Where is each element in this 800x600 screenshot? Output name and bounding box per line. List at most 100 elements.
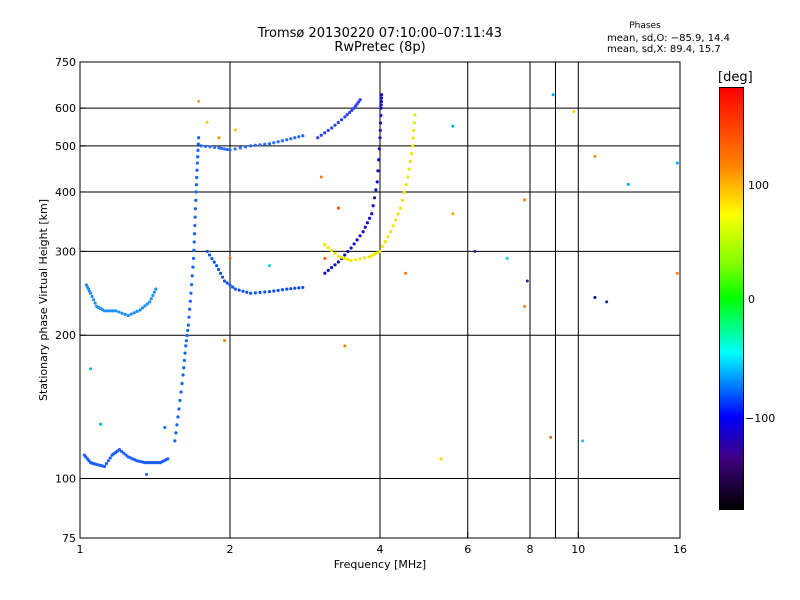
trace-point: [143, 304, 147, 308]
scatter-point: [473, 249, 477, 253]
y-tick-label: 400: [55, 186, 76, 199]
trace-point: [210, 256, 214, 261]
trace-point: [190, 274, 194, 278]
trace-point: [148, 300, 152, 304]
trace-point: [188, 299, 192, 303]
scatter-point: [523, 198, 527, 202]
trace-point: [333, 251, 337, 255]
trace-point: [194, 198, 198, 202]
trace-point: [193, 215, 197, 219]
trace-point: [402, 190, 406, 195]
scatter-point: [593, 154, 597, 158]
trace-point: [233, 147, 237, 151]
axis-layer: 1 2 4 6 8 10 16 75 100 200 300 400 500 600 750: [55, 56, 687, 556]
trace-point: [138, 308, 142, 312]
trace-point: [253, 291, 257, 295]
scatter-point: [323, 256, 327, 260]
x-tick-label: 6: [464, 543, 471, 556]
trace-point: [362, 256, 367, 260]
scatter-point: [336, 206, 340, 210]
trace-point: [212, 145, 217, 149]
trace-point: [243, 145, 248, 149]
trace-point: [297, 286, 301, 290]
trace-point: [195, 168, 199, 172]
trace-point: [301, 134, 305, 138]
trace-point: [375, 251, 379, 255]
scatter-point: [549, 435, 553, 439]
trace-point: [378, 128, 382, 132]
scatter-point: [228, 256, 232, 260]
scatter-point: [163, 425, 167, 429]
trace-point: [191, 256, 196, 261]
trace-point: [258, 290, 262, 295]
trace-point: [199, 144, 203, 148]
trace-point: [117, 310, 121, 314]
trace-point: [361, 230, 365, 234]
scatter-point: [205, 120, 209, 124]
grid-layer: [80, 62, 680, 538]
trace-point: [195, 161, 199, 165]
trace-point: [207, 253, 212, 257]
trace-point: [396, 212, 400, 216]
trace-point: [352, 242, 356, 246]
trace-point: [217, 146, 221, 150]
trace-point: [225, 147, 229, 152]
trace-point: [378, 136, 382, 140]
chart-title-line1: Tromsø 20130220 07:10:00–07:11:43: [257, 26, 503, 41]
trace-point: [92, 298, 96, 302]
trace-point: [192, 248, 196, 252]
trace-point: [185, 333, 189, 338]
trace-point: [166, 457, 170, 461]
trace-point: [323, 271, 327, 275]
trace-point: [108, 456, 112, 460]
trace-point: [379, 113, 383, 118]
trace-point: [358, 257, 362, 261]
trace-point: [377, 158, 381, 162]
trace-point: [272, 289, 276, 293]
trace-point: [197, 136, 201, 140]
trace-point: [345, 113, 349, 117]
scatter-point: [626, 182, 630, 186]
trace-point: [400, 198, 405, 202]
x-axis-label: Frequency [MHz]: [334, 558, 426, 571]
x-tick-label: 1: [77, 543, 84, 556]
y-tick-label: 100: [55, 473, 76, 486]
trace-point: [194, 190, 198, 194]
trace-point: [220, 146, 224, 151]
trace-point: [346, 257, 350, 262]
y-tick-label: 600: [55, 102, 76, 115]
trace-point: [188, 307, 192, 311]
trace-point: [120, 449, 124, 454]
trace-point: [378, 249, 382, 254]
trace-point: [187, 315, 191, 319]
trace-point: [102, 464, 107, 469]
colorbar-tick-100: 100: [748, 179, 769, 192]
scatter-point: [523, 304, 527, 308]
trace-point: [106, 459, 110, 463]
trace-point: [122, 451, 126, 455]
trace-point: [193, 207, 198, 211]
trace-point: [233, 287, 237, 291]
trace-point: [379, 99, 383, 104]
trace-point: [375, 180, 379, 184]
trace-point: [343, 253, 347, 257]
trace-point: [241, 289, 245, 293]
trace-point: [104, 462, 109, 466]
scatter-point: [439, 457, 443, 461]
trace-point: [238, 146, 242, 150]
trace-point: [410, 144, 415, 148]
trace-point: [149, 297, 153, 301]
trace-point: [374, 188, 378, 192]
trace-point: [411, 136, 415, 140]
trace-point: [363, 225, 367, 229]
trace-point: [177, 407, 181, 411]
trace-point: [195, 175, 199, 180]
scatter-point: [505, 256, 509, 260]
trace-point: [333, 123, 337, 127]
trace-point: [326, 268, 330, 273]
trace-point: [181, 373, 185, 377]
trace-point: [391, 224, 395, 228]
trace-point: [378, 121, 383, 125]
trace-point: [350, 108, 354, 112]
